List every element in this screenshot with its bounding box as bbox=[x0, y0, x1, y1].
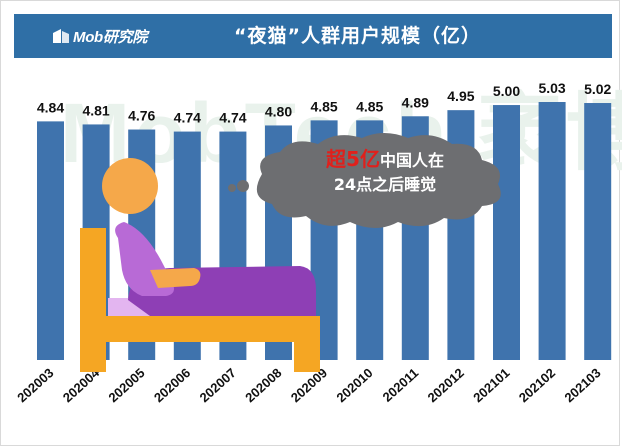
bed-headboard bbox=[80, 228, 106, 372]
x-tick-202003: 202003 bbox=[14, 365, 56, 405]
bar-202101 bbox=[493, 105, 520, 360]
x-tick-202011: 202011 bbox=[380, 365, 422, 405]
value-label-202010: 4.85 bbox=[356, 98, 383, 114]
value-label-202012: 4.95 bbox=[447, 88, 474, 104]
bar-202003 bbox=[37, 121, 64, 361]
value-label-202101: 5.00 bbox=[493, 83, 520, 99]
thought-bubble-medium bbox=[237, 180, 249, 192]
bed-frame bbox=[80, 316, 320, 342]
brand-name: Mob研究院 bbox=[73, 28, 148, 46]
value-label-202007: 4.74 bbox=[219, 110, 246, 126]
thought-bubble-small bbox=[228, 184, 236, 192]
value-label-202005: 4.76 bbox=[128, 108, 155, 124]
value-label-202011: 4.89 bbox=[402, 94, 429, 110]
x-tick-202007: 202007 bbox=[197, 365, 239, 405]
value-label-group: 4.84 4.81 4.76 4.74 4.74 4.80 4.85 4.85 4.89 4.95… bbox=[37, 80, 612, 126]
forearm bbox=[150, 268, 201, 288]
title-bar: Mob研究院 “夜猫”人群用户规模（亿） bbox=[14, 14, 612, 58]
chart-title: “夜猫”人群用户规模（亿） bbox=[234, 25, 481, 47]
value-label-202008: 4.80 bbox=[265, 103, 292, 119]
bed-leg bbox=[294, 316, 320, 372]
x-tick-202012: 202012 bbox=[425, 365, 467, 405]
x-tick-202101: 202101 bbox=[470, 365, 512, 405]
callout-highlight: 超5亿 bbox=[326, 147, 380, 171]
sleeping-person-illustration bbox=[80, 158, 320, 372]
x-tick-202010: 202010 bbox=[333, 365, 375, 405]
x-tick-202008: 202008 bbox=[242, 365, 284, 405]
callout-line-2: 24点之后睡觉 bbox=[333, 175, 437, 194]
value-label-202102: 5.03 bbox=[538, 80, 565, 96]
callout-line-1: 超5亿中国人在 bbox=[300, 147, 470, 173]
callout-text: 超5亿中国人在 24点之后睡觉 bbox=[300, 147, 470, 197]
brand-logo: Mob研究院 bbox=[52, 24, 147, 48]
value-label-202009: 4.85 bbox=[310, 98, 337, 114]
thought-cloud bbox=[228, 133, 501, 228]
callout-line1-rest: 中国人在 bbox=[379, 151, 444, 170]
cloud-shape bbox=[256, 133, 501, 228]
x-tick-202005: 202005 bbox=[105, 365, 147, 405]
x-tick-202006: 202006 bbox=[151, 365, 193, 405]
value-label-202103: 5.02 bbox=[584, 81, 611, 97]
x-tick-202103: 202103 bbox=[561, 365, 603, 405]
value-label-202004: 4.81 bbox=[82, 102, 109, 118]
head bbox=[102, 158, 158, 214]
x-tick-202102: 202102 bbox=[516, 365, 558, 405]
value-label-202006: 4.74 bbox=[174, 110, 201, 126]
value-label-202003: 4.84 bbox=[37, 99, 64, 115]
logo-mark-icon bbox=[53, 29, 69, 43]
bar-202103 bbox=[584, 103, 612, 360]
bar-202102 bbox=[538, 102, 566, 360]
